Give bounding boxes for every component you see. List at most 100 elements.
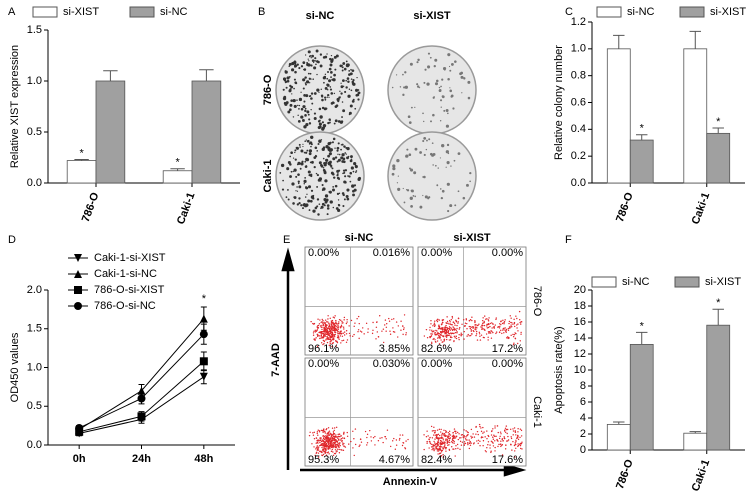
bar — [683, 48, 708, 184]
event — [491, 330, 493, 333]
colony — [449, 87, 451, 89]
colony — [294, 62, 297, 65]
colony — [448, 65, 451, 68]
event — [487, 441, 490, 443]
event — [340, 435, 342, 437]
colony — [416, 85, 420, 88]
colony — [305, 83, 307, 86]
event — [357, 329, 360, 331]
event — [440, 331, 442, 334]
quadrant-percent: 3.85% — [379, 343, 410, 355]
event — [444, 326, 446, 328]
event — [392, 331, 395, 333]
colony — [303, 100, 306, 103]
colony — [450, 95, 453, 98]
colony — [469, 180, 471, 183]
event — [436, 320, 439, 323]
culture-plate — [387, 45, 477, 135]
event — [484, 329, 486, 331]
colony — [341, 143, 344, 146]
event — [447, 322, 449, 324]
colony — [296, 203, 300, 206]
event — [490, 337, 493, 339]
bar — [66, 160, 97, 184]
event — [480, 326, 482, 328]
colony — [294, 151, 296, 154]
event — [484, 450, 487, 452]
event — [459, 448, 461, 451]
event — [430, 335, 433, 337]
event — [354, 443, 357, 446]
colony — [294, 70, 297, 74]
event — [376, 321, 378, 323]
event — [441, 321, 444, 324]
event — [340, 324, 343, 327]
event — [452, 435, 455, 437]
colony — [331, 58, 334, 61]
event — [430, 425, 433, 428]
event — [331, 443, 333, 445]
colony — [310, 64, 313, 67]
colony — [346, 146, 350, 151]
colony — [281, 188, 285, 191]
event — [324, 452, 326, 455]
error-bar — [689, 30, 702, 49]
colony — [316, 198, 320, 201]
colony — [345, 195, 349, 199]
event — [335, 322, 338, 325]
x-tick-label: 786-O — [614, 458, 636, 491]
event — [448, 333, 451, 335]
event — [514, 443, 517, 446]
colony — [341, 64, 343, 67]
event — [370, 436, 372, 438]
event — [475, 329, 477, 331]
event — [327, 441, 329, 444]
event — [503, 430, 506, 432]
colony — [339, 120, 344, 124]
colony — [409, 168, 414, 172]
event — [337, 435, 339, 438]
colony — [434, 82, 438, 86]
colony — [439, 188, 442, 190]
event — [482, 432, 484, 434]
y-axis-label: Apoptosis rate(%) — [553, 326, 565, 413]
colony — [333, 55, 337, 59]
event — [456, 431, 459, 434]
event — [319, 441, 321, 444]
event — [486, 430, 488, 432]
event — [333, 438, 335, 440]
event — [443, 429, 445, 431]
x-tick-label: 48h — [194, 453, 213, 465]
colony — [337, 153, 339, 156]
event — [435, 341, 437, 343]
colony — [453, 159, 456, 162]
colony — [321, 127, 325, 131]
event — [487, 319, 489, 321]
event — [335, 321, 337, 323]
event — [471, 316, 473, 318]
colony — [348, 69, 351, 72]
colony — [344, 169, 348, 172]
colony — [324, 200, 328, 204]
event — [471, 436, 474, 438]
culture-plate — [275, 131, 365, 221]
event — [504, 431, 507, 433]
event — [332, 432, 335, 435]
colony — [318, 139, 322, 143]
quadrant-percent: 0.00% — [308, 358, 339, 370]
event — [502, 328, 505, 330]
event — [359, 330, 362, 332]
colony — [424, 195, 428, 199]
colony — [348, 111, 352, 115]
event — [352, 335, 354, 338]
event — [438, 327, 440, 329]
event — [336, 450, 338, 453]
event — [468, 325, 471, 328]
event — [326, 341, 329, 344]
event — [331, 436, 334, 439]
panel-label: A — [8, 6, 16, 18]
event — [506, 428, 509, 431]
colony — [298, 185, 302, 189]
event — [513, 444, 516, 447]
event — [449, 336, 452, 339]
